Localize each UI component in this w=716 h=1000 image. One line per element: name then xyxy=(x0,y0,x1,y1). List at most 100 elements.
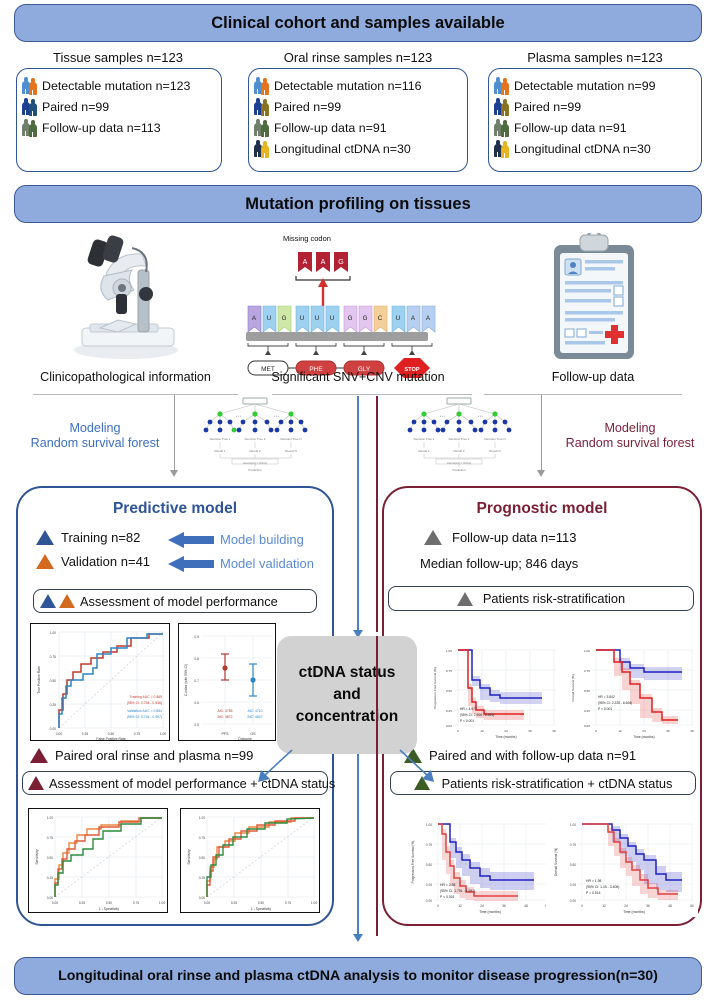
person-pair-icon xyxy=(253,97,273,117)
svg-text:Result N: Result N xyxy=(285,449,297,453)
modeling-left-line2: Random survival forest xyxy=(30,436,160,450)
svg-text:0.75: 0.75 xyxy=(199,836,205,840)
svg-text:0.25: 0.25 xyxy=(426,883,432,887)
prognostic-stratification2-box: Patients risk-stratification + ctDNA sta… xyxy=(390,771,696,795)
svg-text:0.50: 0.50 xyxy=(47,856,53,860)
person-pair-icon xyxy=(21,97,41,117)
svg-text:• • •: • • • xyxy=(236,414,241,418)
prognostic-stratification-box: Patients risk-stratification xyxy=(388,586,694,611)
svg-text:G: G xyxy=(282,315,287,322)
cohort-row: Follow-up data n=113 xyxy=(21,118,215,138)
arrow-head-right xyxy=(537,470,545,477)
svg-text:A: A xyxy=(252,315,257,322)
person-pair-icon xyxy=(21,118,41,138)
svg-text:0.75: 0.75 xyxy=(570,843,576,847)
triangle-paired-icon xyxy=(30,748,48,763)
sample-group-title-oral: Oral rinse samples n=123 xyxy=(283,50,433,65)
modeling-right-line1: Modeling xyxy=(604,421,656,435)
svg-text:0.00: 0.00 xyxy=(52,901,58,905)
svg-text:True Positive Rate: True Positive Rate xyxy=(37,666,41,694)
svg-text:48: 48 xyxy=(552,729,556,733)
svg-text:Result 1: Result 1 xyxy=(214,449,225,453)
svg-text:Overall Survival (%): Overall Survival (%) xyxy=(554,848,558,876)
modeling-label-right: Modeling Random survival forest xyxy=(560,421,700,451)
predictive-paired-label: Paired oral rinse and plasma n=99 xyxy=(55,748,254,763)
svg-text:Training AUC = 0.869: Training AUC = 0.869 xyxy=(130,695,162,699)
svg-text:HR = 1.98: HR = 1.98 xyxy=(586,879,601,883)
cohort-row: Paired n=99 xyxy=(493,97,695,117)
svg-text:12: 12 xyxy=(618,729,622,733)
svg-text:1.00: 1.00 xyxy=(50,631,57,635)
svg-text:0.50: 0.50 xyxy=(570,863,576,867)
predictive-assessment-label: Assessment of model performance xyxy=(80,593,278,609)
svg-text:0.25: 0.25 xyxy=(82,732,89,736)
divider-mid-top xyxy=(272,394,472,395)
random-forest-diagram-left: • • • • • • Decision Tree 1 Decision Tree … xyxy=(203,397,308,472)
banner-clinical-cohort: Clinical cohort and samples available xyxy=(14,4,702,42)
svg-text:U: U xyxy=(300,315,304,322)
svg-text:36: 36 xyxy=(502,904,506,908)
svg-text:Result N: Result N xyxy=(489,449,501,453)
sample-box-tissue: Detectable mutation n=123 Paired n=99 Foll… xyxy=(16,68,222,172)
svg-text:1 - Specificity: 1 - Specificity xyxy=(99,907,119,911)
svg-text:U: U xyxy=(267,315,271,322)
predictive-model-title: Predictive model xyxy=(112,500,238,517)
svg-text:0.00: 0.00 xyxy=(584,724,590,728)
cohort-row-label: Follow-up data n=113 xyxy=(42,121,161,135)
svg-text:Validation AUC = 0.854: Validation AUC = 0.854 xyxy=(127,709,162,713)
svg-text:Progression-Free Survival (%): Progression-Free Survival (%) xyxy=(433,667,437,708)
svg-text:Sensitivity: Sensitivity xyxy=(187,849,191,865)
svg-text:Decision Tree 1: Decision Tree 1 xyxy=(414,437,435,441)
svg-text:Averaging / Voting: Averaging / Voting xyxy=(447,461,472,465)
svg-text:0.75: 0.75 xyxy=(133,901,139,905)
svg-text:0.75: 0.75 xyxy=(47,836,53,840)
chart-roc-lower-left: 1.00 0.75 0.50 0.25 0.00 0.00 0.25 0.50 0.75 1… xyxy=(28,808,168,913)
prognostic-followup-row: Follow-up data n=113 xyxy=(424,530,576,545)
cohort-row-label: Longitudinal ctDNA n=30 xyxy=(274,142,411,156)
banner-clinical-cohort-label: Clinical cohort and samples available xyxy=(211,13,505,32)
svg-text:OS: OS xyxy=(250,732,256,736)
svg-text:AIC: 4710: AIC: 4710 xyxy=(247,709,262,713)
svg-text:48: 48 xyxy=(668,904,672,908)
chart-km-pfs-upper: 1.00 0.75 0.50 0.25 0.00 0 12 24 36 48 Time (m… xyxy=(428,640,560,740)
svg-text:0.75: 0.75 xyxy=(426,843,432,847)
svg-text:1.00: 1.00 xyxy=(159,901,165,905)
svg-text:AIC: 3755: AIC: 3755 xyxy=(217,709,232,713)
arrow-model-validation-icon xyxy=(168,556,214,572)
svg-text:P < 0.001: P < 0.001 xyxy=(598,707,612,711)
svg-text:Time (months): Time (months) xyxy=(495,735,516,739)
modeling-right-line2: Random survival forest xyxy=(565,436,695,450)
svg-text:STOP: STOP xyxy=(404,367,419,373)
svg-text:BIC: 3872: BIC: 3872 xyxy=(217,715,232,719)
chart-roc-upper-left: 1.00 0.75 0.50 0.25 0.00 0.00 0.25 0.50 0.75 1… xyxy=(30,623,170,741)
ctdna-hub-line2: and xyxy=(333,686,361,703)
svg-text:U: U xyxy=(330,315,334,322)
cohort-row: Longitudinal ctDNA n=30 xyxy=(253,139,461,159)
person-pair-icon xyxy=(253,118,273,138)
cohort-row: Longitudinal ctDNA n=30 xyxy=(493,139,695,159)
svg-text:0.75: 0.75 xyxy=(285,901,291,905)
svg-text:U: U xyxy=(396,315,400,322)
person-pair-icon xyxy=(493,139,513,159)
svg-text:0: 0 xyxy=(595,729,597,733)
svg-text:MET: MET xyxy=(261,366,275,373)
cohort-row: Follow-up data n=91 xyxy=(253,118,461,138)
random-forest-diagram-right: • • • • • • Decision Tree 1 Decision Tree … xyxy=(407,397,512,472)
person-pair-icon xyxy=(493,97,513,117)
predictive-assessment-box: Assessment of model performance xyxy=(33,589,317,613)
svg-text:(95% CI: 0.794 - 0.936): (95% CI: 0.794 - 0.936) xyxy=(127,701,162,705)
cohort-row: Detectable mutation n=99 xyxy=(493,76,695,96)
svg-text:0.50: 0.50 xyxy=(258,901,264,905)
svg-text:HR = 3.842: HR = 3.842 xyxy=(598,695,615,699)
divider-right-top xyxy=(484,394,682,395)
svg-text:0.50: 0.50 xyxy=(584,689,590,693)
cohort-row: Detectable mutation n=116 xyxy=(253,76,461,96)
arrow-hub-to-left-icon xyxy=(258,749,293,782)
triangle-validation-icon xyxy=(36,554,54,569)
svg-text:GLY: GLY xyxy=(358,366,371,373)
svg-text:0.75: 0.75 xyxy=(50,655,57,659)
svg-text:A: A xyxy=(411,315,416,322)
svg-text:0.00: 0.00 xyxy=(199,896,205,900)
prognostic-spine-lower xyxy=(376,636,378,936)
svg-text:0.75: 0.75 xyxy=(584,669,590,673)
